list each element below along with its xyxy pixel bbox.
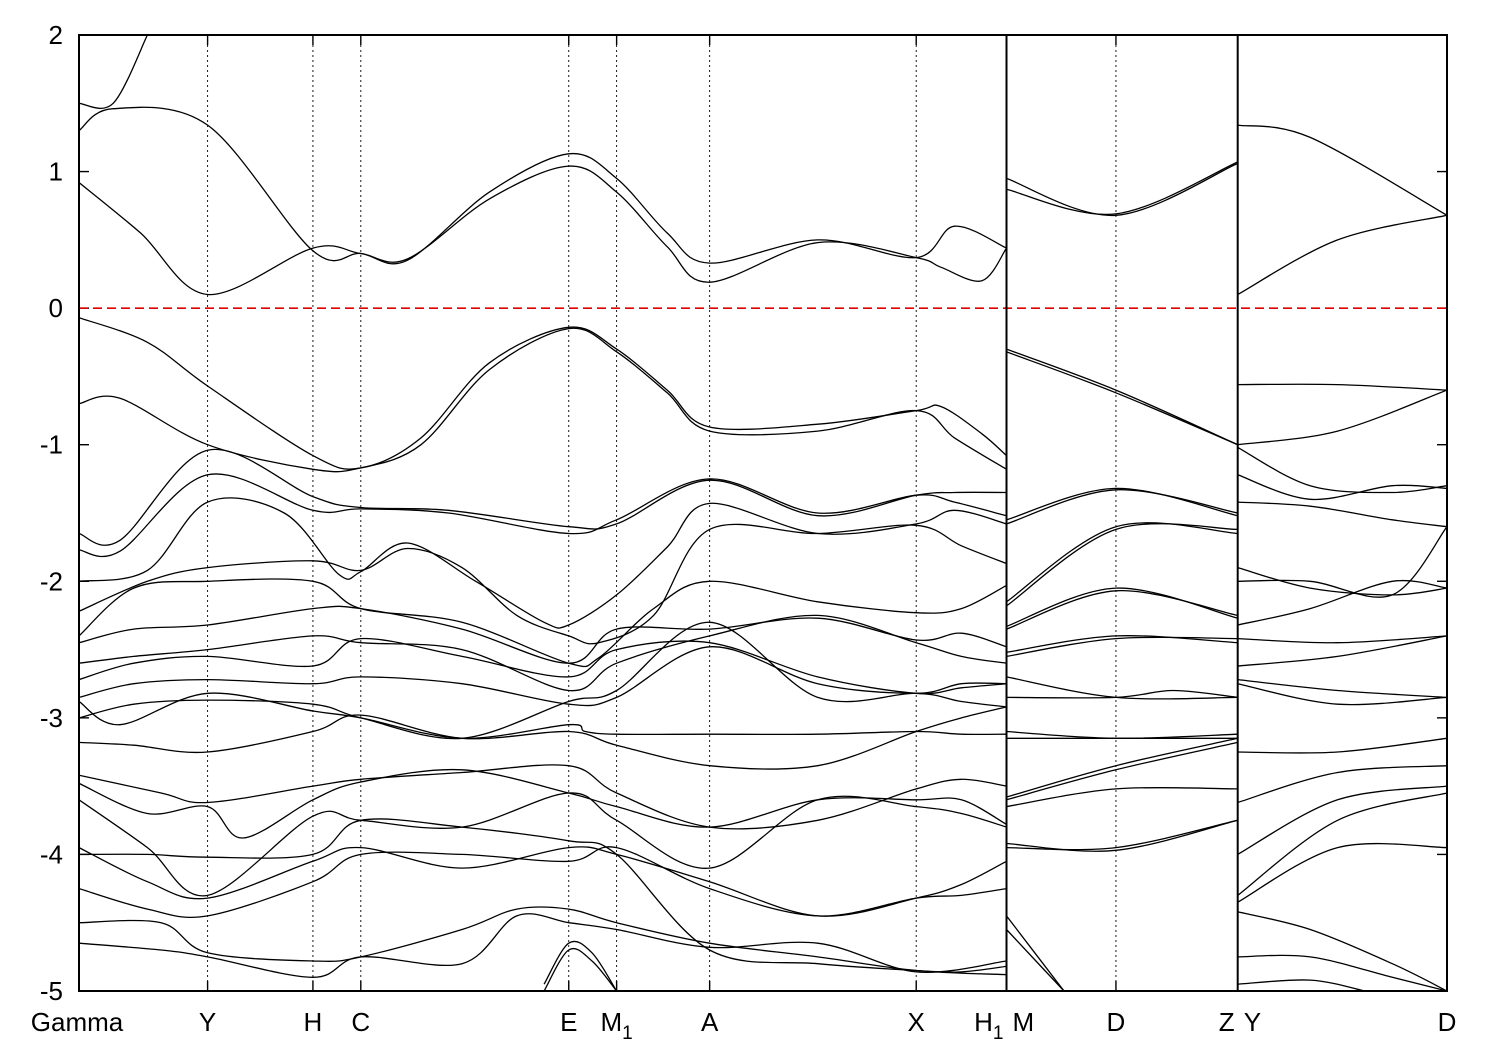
x-tick-label: Z bbox=[1219, 1007, 1235, 1037]
band-line bbox=[1006, 786, 1238, 808]
band-line bbox=[1237, 678, 1447, 699]
y-tick-label: -5 bbox=[40, 976, 63, 1006]
y-tick-label: 1 bbox=[49, 157, 63, 187]
y-tick-label: 0 bbox=[49, 293, 63, 323]
x-tick-label: M bbox=[1013, 1007, 1035, 1037]
band-line bbox=[1005, 915, 1065, 991]
x-tick-label: H1 bbox=[974, 1007, 1003, 1044]
band-line bbox=[79, 614, 1007, 692]
band-line bbox=[79, 692, 1007, 739]
band-line bbox=[1006, 523, 1238, 607]
band-line bbox=[1237, 635, 1447, 667]
band-line bbox=[1006, 162, 1238, 216]
kpoint-guides bbox=[78, 35, 1448, 991]
band-line bbox=[79, 846, 1007, 919]
x-tick-label: M1 bbox=[600, 1007, 632, 1044]
band-line bbox=[79, 165, 1008, 296]
band-line bbox=[79, 768, 1007, 839]
band-line bbox=[1006, 929, 1065, 991]
x-tick-label: E bbox=[560, 1007, 577, 1037]
band-line bbox=[79, 764, 1007, 830]
band-line bbox=[1006, 635, 1238, 653]
band-line bbox=[1006, 489, 1238, 525]
band-line bbox=[79, 448, 1007, 546]
band-line bbox=[1006, 522, 1238, 603]
band-line bbox=[1237, 389, 1447, 446]
band-line bbox=[1237, 954, 1447, 991]
band-line bbox=[79, 846, 1007, 917]
band-line bbox=[79, 646, 1007, 707]
x-tick-label: D bbox=[1107, 1007, 1126, 1037]
band-line bbox=[1006, 741, 1238, 801]
band-line bbox=[79, 818, 1007, 973]
x-tick-label: A bbox=[701, 1007, 719, 1037]
x-axis: Gamma Y H C E M1 A X H1 M D Z Y D bbox=[31, 1007, 1457, 1044]
band-line bbox=[1237, 526, 1447, 598]
y-tick-label: -3 bbox=[40, 703, 63, 733]
band-line bbox=[1237, 842, 1447, 903]
band-line bbox=[1237, 765, 1447, 804]
x-tick-label: Y bbox=[199, 1007, 216, 1037]
band-line bbox=[79, 792, 1007, 897]
x-tick-label: X bbox=[908, 1007, 925, 1037]
band-lines bbox=[79, 35, 1447, 991]
band-line bbox=[1006, 587, 1238, 628]
band-line bbox=[1006, 676, 1238, 700]
band-line bbox=[1006, 730, 1238, 739]
band-line bbox=[1237, 979, 1366, 991]
y-tick-label: -1 bbox=[40, 430, 63, 460]
band-line bbox=[1006, 636, 1238, 658]
band-line bbox=[79, 605, 1007, 664]
band-line bbox=[1237, 792, 1447, 896]
x-tick-label: H bbox=[304, 1007, 323, 1037]
x-tick-label: D bbox=[1438, 1007, 1457, 1037]
band-line bbox=[1006, 351, 1238, 446]
band-line bbox=[1237, 683, 1447, 706]
band-line bbox=[79, 637, 1007, 695]
band-line bbox=[1237, 446, 1447, 494]
band-line bbox=[79, 913, 1007, 978]
band-line bbox=[79, 706, 1007, 770]
band-line bbox=[1237, 383, 1447, 391]
band-line bbox=[1006, 819, 1238, 852]
band-line bbox=[1237, 566, 1447, 596]
band-line bbox=[79, 523, 1007, 645]
x-tick-label: C bbox=[351, 1007, 370, 1037]
band-line bbox=[543, 940, 618, 991]
band-line bbox=[1237, 737, 1447, 754]
y-tick-label: -4 bbox=[40, 839, 63, 869]
band-line bbox=[543, 947, 618, 991]
band-line bbox=[1006, 487, 1238, 521]
band-line bbox=[79, 578, 1007, 668]
band-line bbox=[1006, 590, 1238, 630]
plot-frame bbox=[78, 34, 1448, 992]
band-line bbox=[79, 473, 1007, 558]
y-tick-label: 2 bbox=[49, 20, 63, 50]
band-line bbox=[1237, 214, 1447, 296]
band-line bbox=[1006, 737, 1238, 798]
segment-breaks bbox=[1005, 35, 1239, 991]
band-line bbox=[1237, 911, 1447, 991]
x-tick-label: Y bbox=[1244, 1007, 1261, 1037]
band-line bbox=[79, 906, 1007, 976]
band-line bbox=[1006, 819, 1238, 851]
band-line bbox=[1006, 689, 1238, 699]
y-tick-label: -2 bbox=[40, 566, 63, 596]
band-line bbox=[79, 35, 148, 109]
band-line bbox=[1237, 635, 1447, 644]
band-line bbox=[1237, 124, 1447, 216]
band-line bbox=[1237, 785, 1447, 855]
band-line bbox=[79, 497, 1007, 629]
band-line bbox=[79, 317, 1007, 470]
band-line bbox=[79, 621, 1007, 740]
band-line bbox=[1237, 579, 1447, 626]
band-line bbox=[1006, 161, 1238, 216]
band-line bbox=[1237, 474, 1447, 501]
band-line bbox=[79, 106, 1007, 265]
x-tick-label: Gamma bbox=[31, 1007, 124, 1037]
band-line bbox=[1237, 501, 1447, 528]
